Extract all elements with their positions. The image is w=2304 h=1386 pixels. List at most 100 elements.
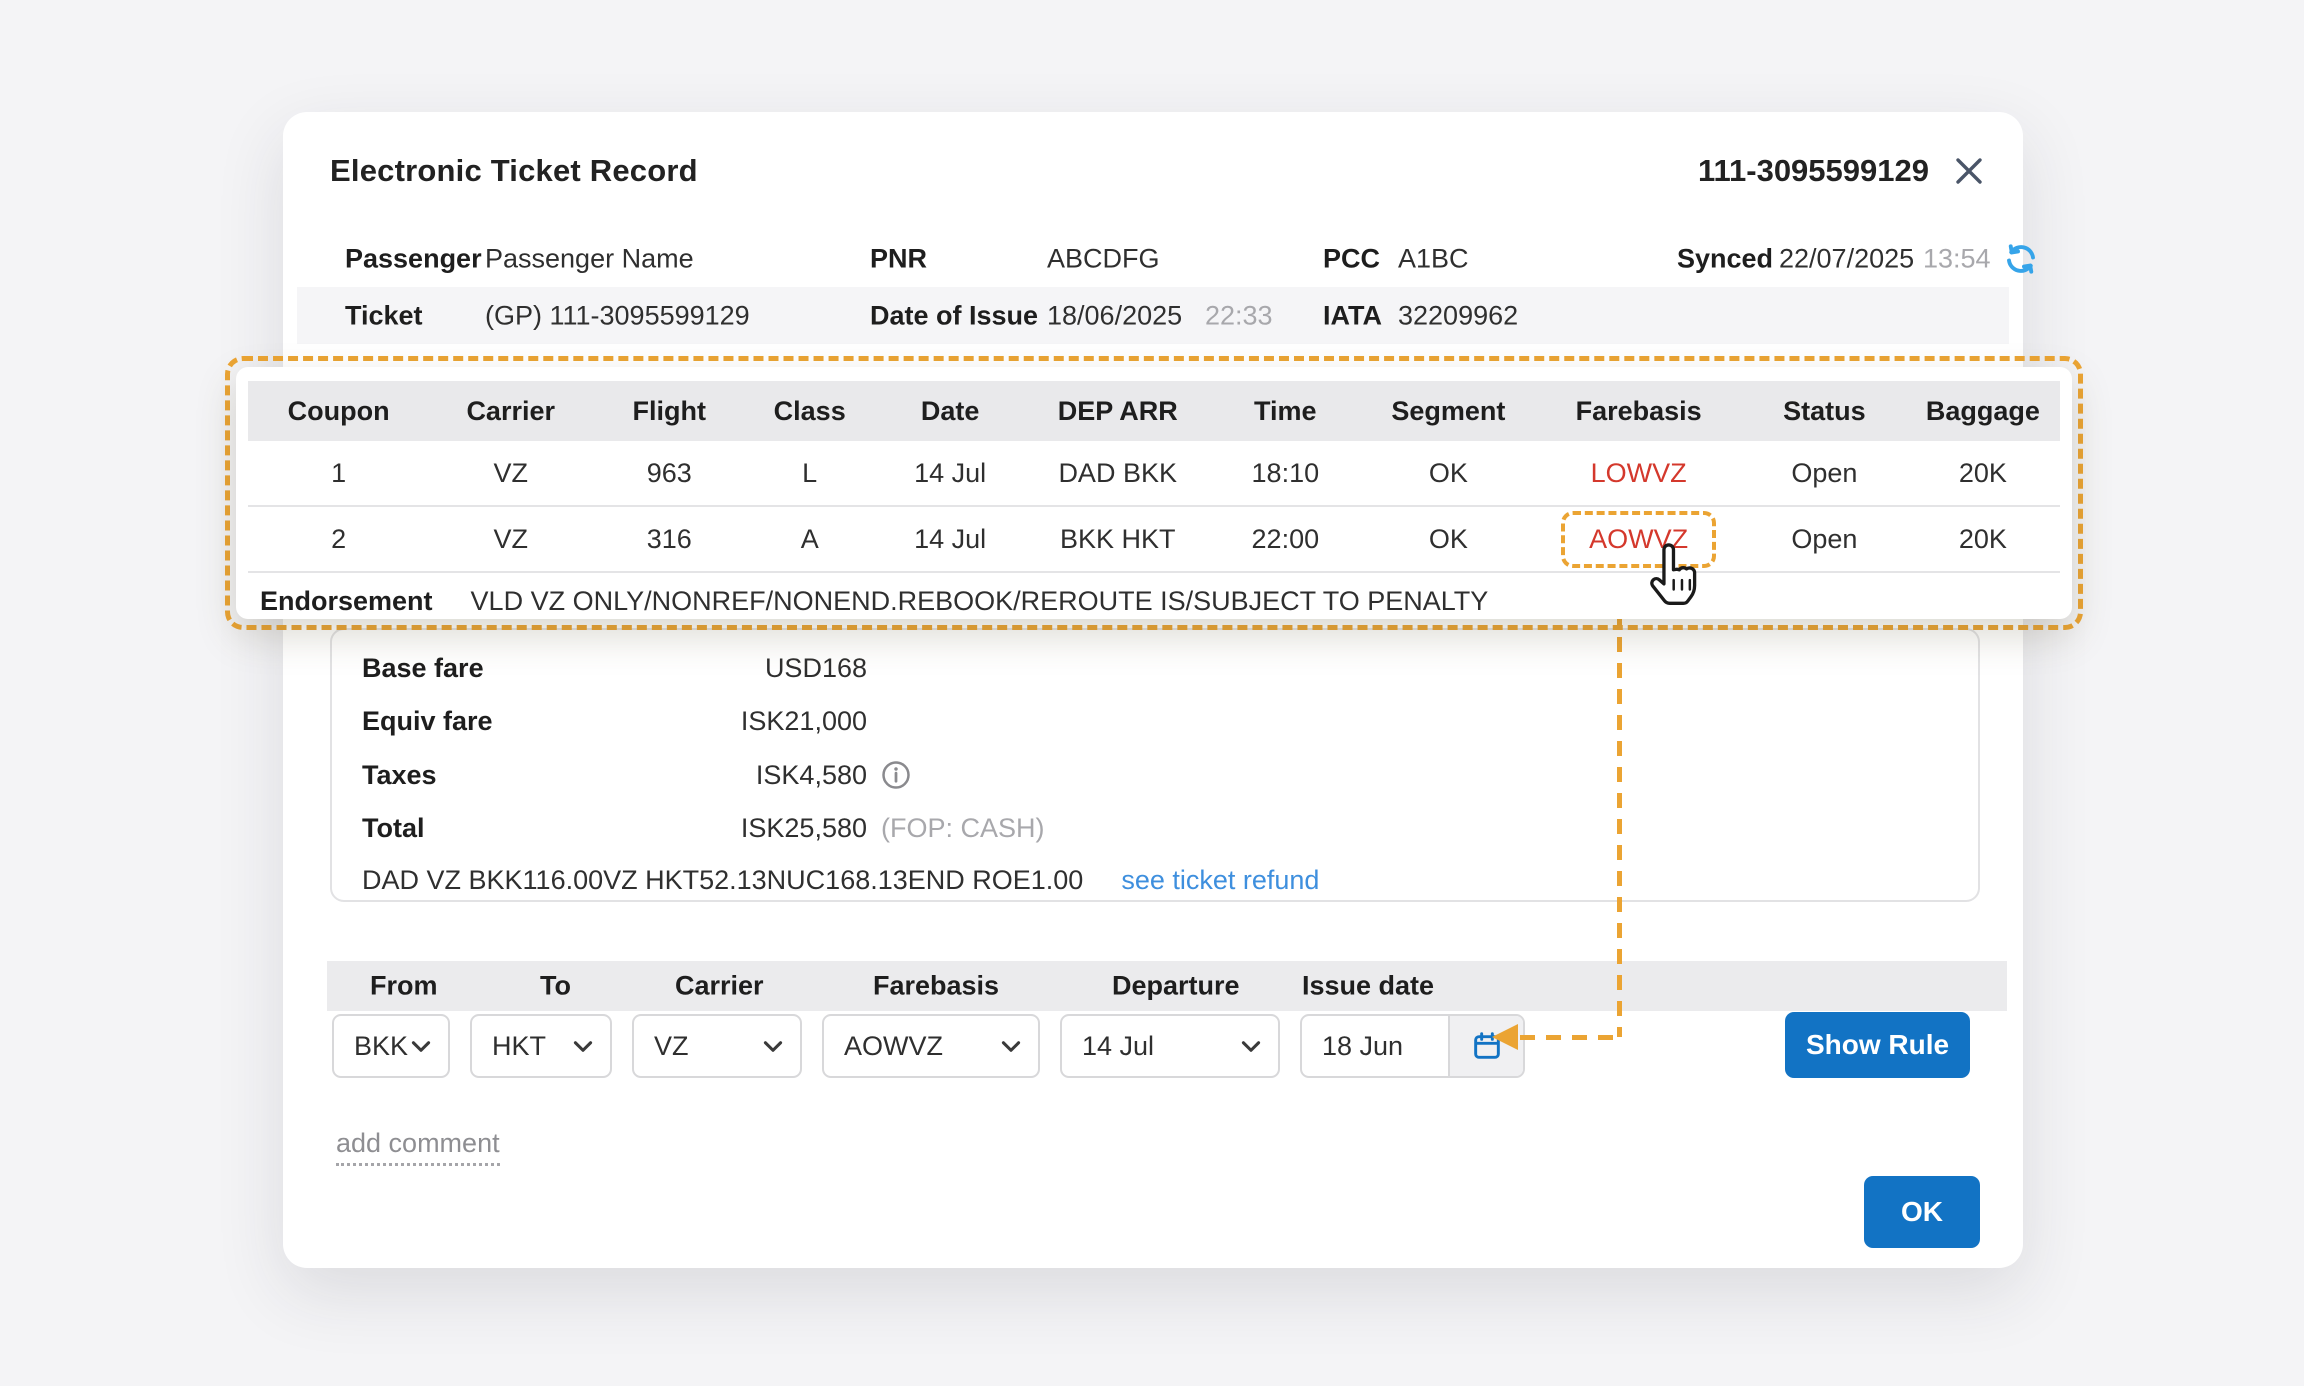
col-flight: Flight xyxy=(632,395,707,426)
ticket-label: Ticket xyxy=(345,300,423,330)
base-fare-row: Base fare USD168 xyxy=(362,642,1948,694)
cell-class: A xyxy=(800,523,819,554)
issue-date-value: 18 Jun xyxy=(1322,1030,1404,1061)
connector-vertical-dashed-line xyxy=(1617,585,1622,1037)
endorsement-row: Endorsement VLD VZ ONLY/NONREF/NONEND.RE… xyxy=(260,579,2048,623)
carrier-header: Carrier xyxy=(675,970,764,1001)
col-class: Class xyxy=(773,395,846,426)
cell-flight: 963 xyxy=(646,457,692,488)
ok-button[interactable]: OK xyxy=(1864,1176,1980,1248)
modal-title: Electronic Ticket Record xyxy=(330,153,698,188)
farebasis-link-aowvz[interactable]: AOWVZ xyxy=(1561,510,1717,568)
ticket-value: (GP) 111-3095599129 xyxy=(485,300,750,330)
modal-header: Electronic Ticket Record 111-3095599129 xyxy=(330,142,1989,200)
synced-label: Synced xyxy=(1677,243,1774,273)
pnr-value: ABCDFG xyxy=(1047,243,1160,273)
departure-header: Departure xyxy=(1112,970,1240,1001)
fare-summary-box: Base fare USD168 Equiv fare ISK21,000 Ta… xyxy=(330,628,1980,902)
passenger-info-row: Passenger Passenger Name PNR ABCDFG PCC … xyxy=(297,230,2035,287)
chevron-down-icon xyxy=(1241,1041,1261,1052)
to-select[interactable]: HKT xyxy=(470,1014,612,1078)
carrier-select[interactable]: VZ xyxy=(632,1014,802,1078)
from-select[interactable]: BKK xyxy=(332,1014,450,1078)
taxes-row: Taxes ISK4,580 xyxy=(362,749,1948,801)
cell-baggage: 20K xyxy=(1958,457,2007,488)
chevron-down-icon xyxy=(573,1041,593,1052)
cell-status: Open xyxy=(1791,523,1858,554)
pcc-label: PCC xyxy=(1323,243,1381,273)
add-comment-link[interactable]: add comment xyxy=(336,1128,500,1166)
issue-date-header: Issue date xyxy=(1302,970,1435,1001)
cell-class: L xyxy=(802,457,818,488)
passenger-label: Passenger xyxy=(345,243,482,273)
farebasis-select-value: AOWVZ xyxy=(844,1030,943,1061)
coupon-table-panel: Coupon Carrier Flight Class Date DEP ARR… xyxy=(236,367,2072,619)
see-ticket-refund-link[interactable]: see ticket refund xyxy=(1121,864,1320,895)
cell-segment: OK xyxy=(1428,523,1468,554)
farebasis-select[interactable]: AOWVZ xyxy=(822,1014,1040,1078)
col-baggage: Baggage xyxy=(1925,395,2040,426)
col-coupon: Coupon xyxy=(287,395,390,426)
cell-farebasis-highlighted: AOWVZ xyxy=(1534,510,1742,568)
col-dep-arr: DEP ARR xyxy=(1057,395,1178,426)
refresh-icon[interactable] xyxy=(2003,241,2039,277)
ticket-info-row: Ticket (GP) 111-3095599129 Date of Issue… xyxy=(297,287,2009,344)
cell-baggage: 20K xyxy=(1958,523,2007,554)
cell-carrier: VZ xyxy=(493,457,528,488)
cell-dep-arr: DAD BKK xyxy=(1058,457,1177,488)
coupon-table-highlight: Coupon Carrier Flight Class Date DEP ARR… xyxy=(225,356,2083,630)
cell-dep-arr: BKK HKT xyxy=(1059,523,1176,554)
from-select-value: BKK xyxy=(354,1030,409,1061)
cell-coupon: 2 xyxy=(331,523,347,554)
cell-flight: 316 xyxy=(646,523,692,554)
farebasis-link-lowvz[interactable]: LOWVZ xyxy=(1590,457,1687,488)
endorsement-value: VLD VZ ONLY/NONREF/NONEND.REBOOK/REROUTE… xyxy=(470,585,1489,616)
show-rule-button[interactable]: Show Rule xyxy=(1785,1012,1970,1078)
close-icon xyxy=(1956,158,1982,184)
cell-time: 22:00 xyxy=(1251,523,1320,554)
departure-select[interactable]: 14 Jul xyxy=(1060,1014,1280,1078)
chevron-down-icon xyxy=(763,1041,783,1052)
base-fare-value: USD168 xyxy=(764,652,867,683)
date-of-issue-label: Date of Issue xyxy=(870,300,1039,330)
cell-coupon: 1 xyxy=(331,457,347,488)
carrier-select-value: VZ xyxy=(654,1030,689,1061)
modal-header-right: 111-3095599129 xyxy=(1698,151,1989,191)
col-segment: Segment xyxy=(1391,395,1506,426)
taxes-value: ISK4,580 xyxy=(755,759,867,790)
iata-value: 32209962 xyxy=(1398,300,1519,330)
iata-label: IATA xyxy=(1323,300,1382,330)
departure-select-value: 14 Jul xyxy=(1082,1030,1155,1061)
coupon-row-1: 1 VZ 963 L 14 Jul DAD BKK 18:10 OK LOWVZ… xyxy=(248,441,2060,507)
cell-carrier: VZ xyxy=(493,523,528,554)
pointer-cursor-icon xyxy=(1650,543,1697,605)
rule-form-header: From To Carrier Farebasis Departure Issu… xyxy=(327,961,2007,1011)
cell-date: 14 Jul xyxy=(914,457,987,488)
taxes-info-icon[interactable] xyxy=(881,760,911,790)
total-label: Total xyxy=(362,812,425,843)
chevron-down-icon xyxy=(1001,1041,1021,1052)
col-farebasis: Farebasis xyxy=(1575,395,1702,426)
electronic-ticket-record-modal: Electronic Ticket Record 111-3095599129 … xyxy=(283,112,2035,1268)
taxes-label: Taxes xyxy=(362,759,437,790)
total-value: ISK25,580 xyxy=(740,812,867,843)
to-header: To xyxy=(540,970,571,1001)
pcc-value: A1BC xyxy=(1398,243,1469,273)
col-date: Date xyxy=(920,395,980,426)
passenger-value: Passenger Name xyxy=(485,243,694,273)
endorsement-label: Endorsement xyxy=(260,585,433,616)
synced-time: 13:54 xyxy=(1923,243,1991,273)
base-fare-label: Base fare xyxy=(362,652,484,683)
cell-time: 18:10 xyxy=(1251,457,1320,488)
connector-arrowhead xyxy=(1492,1024,1518,1050)
coupon-row-2: 2 VZ 316 A 14 Jul BKK HKT 22:00 OK AOWVZ… xyxy=(248,507,2060,573)
chevron-down-icon xyxy=(411,1041,431,1052)
from-header: From xyxy=(370,970,438,1001)
col-status: Status xyxy=(1783,395,1866,426)
equiv-fare-label: Equiv fare xyxy=(362,705,493,736)
synced-date: 22/07/2025 xyxy=(1779,243,1915,273)
pnr-label: PNR xyxy=(870,243,928,273)
equiv-fare-value: ISK21,000 xyxy=(740,705,867,736)
close-button[interactable] xyxy=(1949,151,1989,191)
